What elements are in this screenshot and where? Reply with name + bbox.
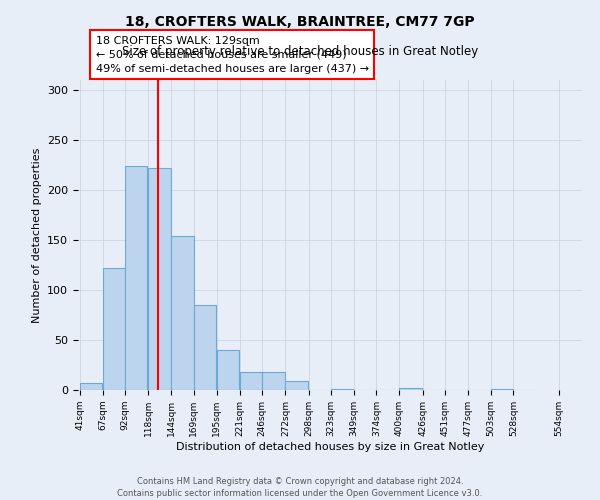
Text: Contains public sector information licensed under the Open Government Licence v3: Contains public sector information licen…	[118, 489, 482, 498]
Bar	[240, 372, 262, 390]
Text: Size of property relative to detached houses in Great Notley: Size of property relative to detached ho…	[122, 45, 478, 58]
Text: Contains HM Land Registry data © Crown copyright and database right 2024.: Contains HM Land Registry data © Crown c…	[137, 478, 463, 486]
Bar	[172, 236, 194, 390]
Bar	[103, 268, 125, 390]
Bar	[491, 389, 514, 390]
Bar	[148, 168, 170, 390]
Bar	[194, 305, 216, 390]
Bar	[286, 381, 308, 390]
Text: 18, CROFTERS WALK, BRAINTREE, CM77 7GP: 18, CROFTERS WALK, BRAINTREE, CM77 7GP	[125, 15, 475, 29]
Bar	[125, 166, 148, 390]
Bar	[262, 372, 284, 390]
Bar	[217, 350, 239, 390]
Bar	[331, 389, 353, 390]
X-axis label: Distribution of detached houses by size in Great Notley: Distribution of detached houses by size …	[176, 442, 484, 452]
Y-axis label: Number of detached properties: Number of detached properties	[32, 148, 41, 322]
Bar	[80, 383, 102, 390]
Bar	[400, 388, 422, 390]
Text: 18 CROFTERS WALK: 129sqm
← 50% of detached houses are smaller (449)
49% of semi-: 18 CROFTERS WALK: 129sqm ← 50% of detach…	[95, 36, 369, 74]
